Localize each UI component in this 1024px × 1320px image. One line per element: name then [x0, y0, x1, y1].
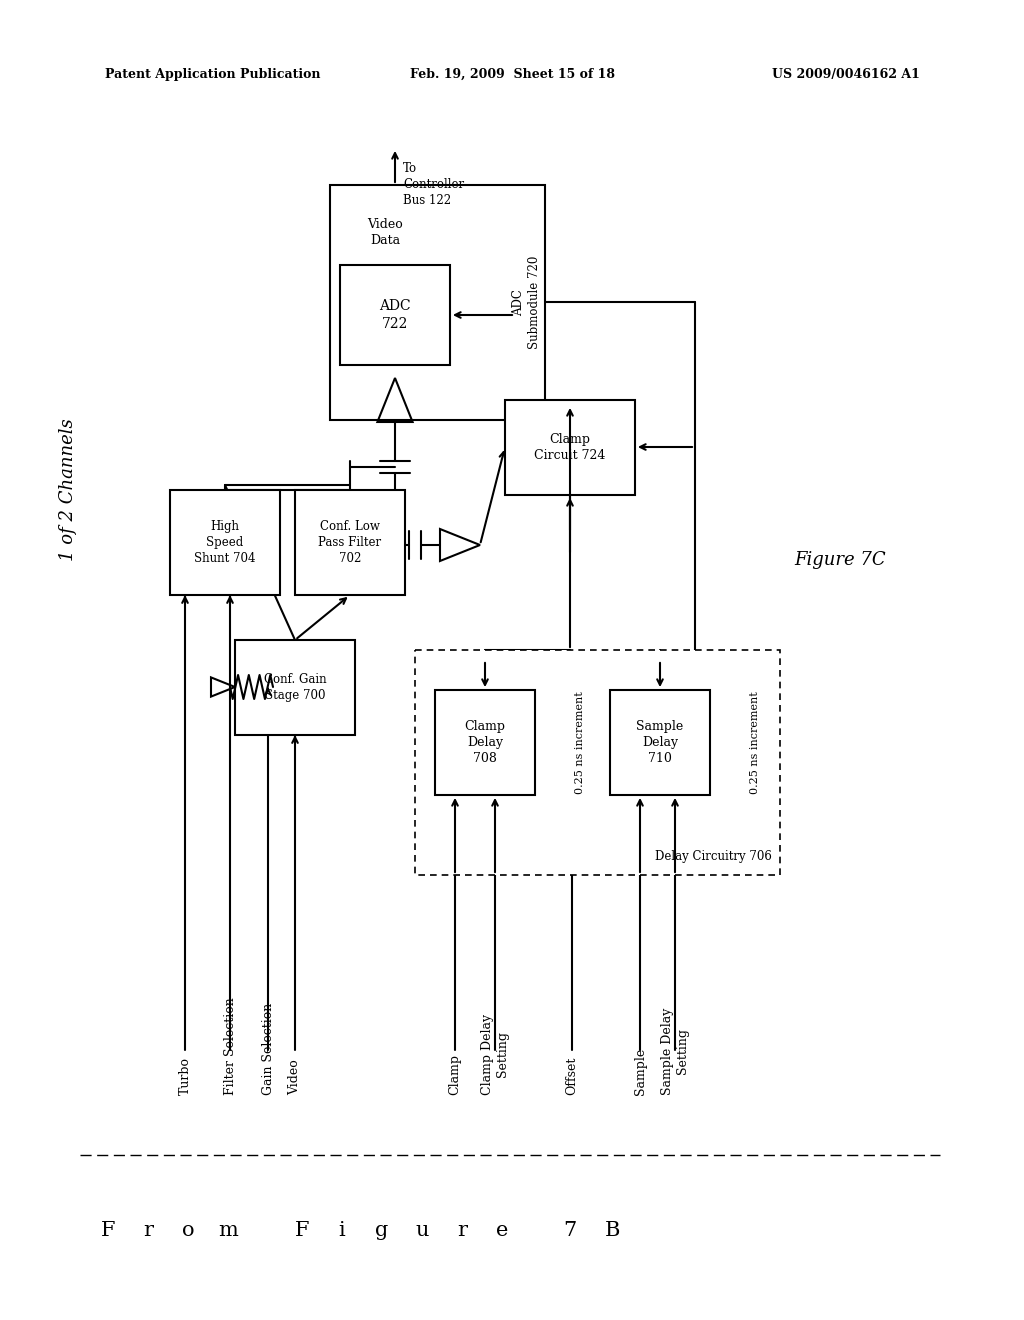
Text: Delay Circuitry 706: Delay Circuitry 706	[655, 850, 772, 863]
Text: 0.25 ns increment: 0.25 ns increment	[575, 692, 585, 793]
Text: Sample
Delay
710: Sample Delay 710	[636, 719, 684, 766]
Text: e: e	[496, 1221, 508, 1239]
Text: High
Speed
Shunt 704: High Speed Shunt 704	[195, 520, 256, 565]
Text: ADC
722: ADC 722	[379, 300, 411, 330]
Text: B: B	[604, 1221, 620, 1239]
Text: Conf. Gain
Stage 700: Conf. Gain Stage 700	[264, 673, 327, 702]
Text: i: i	[339, 1221, 345, 1239]
Text: m: m	[218, 1221, 238, 1239]
Text: r: r	[457, 1221, 467, 1239]
Text: Clamp
Circuit 724: Clamp Circuit 724	[535, 433, 605, 462]
Bar	[330, 185, 545, 420]
Bar	[295, 490, 406, 595]
Text: Sample: Sample	[634, 1048, 646, 1096]
Text: Gain Selection: Gain Selection	[261, 1003, 274, 1096]
Text: Feb. 19, 2009  Sheet 15 of 18: Feb. 19, 2009 Sheet 15 of 18	[410, 69, 614, 81]
Text: To
Controller
Bus 122: To Controller Bus 122	[403, 162, 464, 207]
Bar	[234, 640, 355, 735]
Bar	[170, 490, 280, 595]
Text: Offset: Offset	[565, 1056, 579, 1096]
Text: Video: Video	[289, 1059, 301, 1096]
Text: 7: 7	[563, 1221, 577, 1239]
Bar	[435, 690, 535, 795]
Bar	[610, 690, 710, 795]
Text: Conf. Low
Pass Filter
702: Conf. Low Pass Filter 702	[318, 520, 382, 565]
Text: g: g	[376, 1221, 389, 1239]
Bar	[505, 400, 635, 495]
Text: Filter Selection: Filter Selection	[223, 997, 237, 1096]
Bar	[415, 649, 780, 875]
Text: Clamp Delay
Setting: Clamp Delay Setting	[480, 1014, 510, 1096]
Text: Turbo: Turbo	[178, 1057, 191, 1096]
Text: Sample Delay
Setting: Sample Delay Setting	[660, 1007, 689, 1096]
Text: Video
Data: Video Data	[368, 219, 402, 248]
Text: o: o	[181, 1221, 195, 1239]
Text: US 2009/0046162 A1: US 2009/0046162 A1	[772, 69, 920, 81]
Text: F: F	[100, 1221, 116, 1239]
Text: u: u	[416, 1221, 429, 1239]
Bar	[340, 265, 450, 366]
Text: 0.25 ns increment: 0.25 ns increment	[750, 692, 760, 793]
Text: Figure 7C: Figure 7C	[795, 550, 886, 569]
Text: Clamp: Clamp	[449, 1053, 462, 1096]
Text: Patent Application Publication: Patent Application Publication	[105, 69, 321, 81]
Text: r: r	[143, 1221, 153, 1239]
Text: 1 of 2 Channels: 1 of 2 Channels	[59, 418, 77, 561]
Text: ADC
Submodule 720: ADC Submodule 720	[512, 256, 542, 350]
Text: Clamp
Delay
708: Clamp Delay 708	[465, 719, 506, 766]
Text: F: F	[295, 1221, 309, 1239]
